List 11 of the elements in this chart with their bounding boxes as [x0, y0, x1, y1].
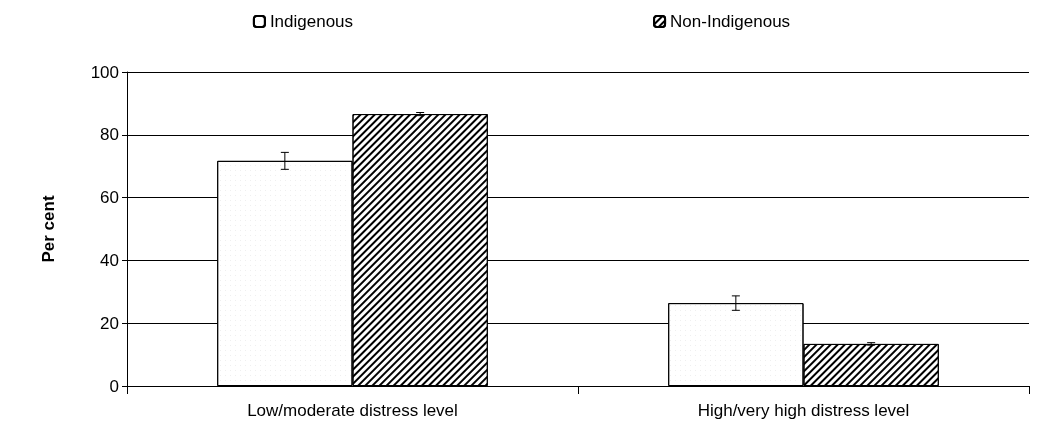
- y-tick-label: 80: [100, 125, 119, 145]
- y-axis-title: Per cent: [39, 195, 58, 263]
- x-tick-label: Low/moderate distress level: [247, 401, 458, 420]
- legend-label: Indigenous: [269, 12, 354, 31]
- y-tick-label: 20: [100, 313, 119, 333]
- y-tick-label: 40: [100, 250, 119, 270]
- x-tick-label: High/very high distress level: [697, 401, 910, 420]
- y-tick-label: 100: [90, 62, 119, 82]
- legend-label: Non-Indigenous: [670, 12, 791, 31]
- y-tick-label: 0: [109, 376, 119, 396]
- y-tick-label: 60: [100, 188, 119, 208]
